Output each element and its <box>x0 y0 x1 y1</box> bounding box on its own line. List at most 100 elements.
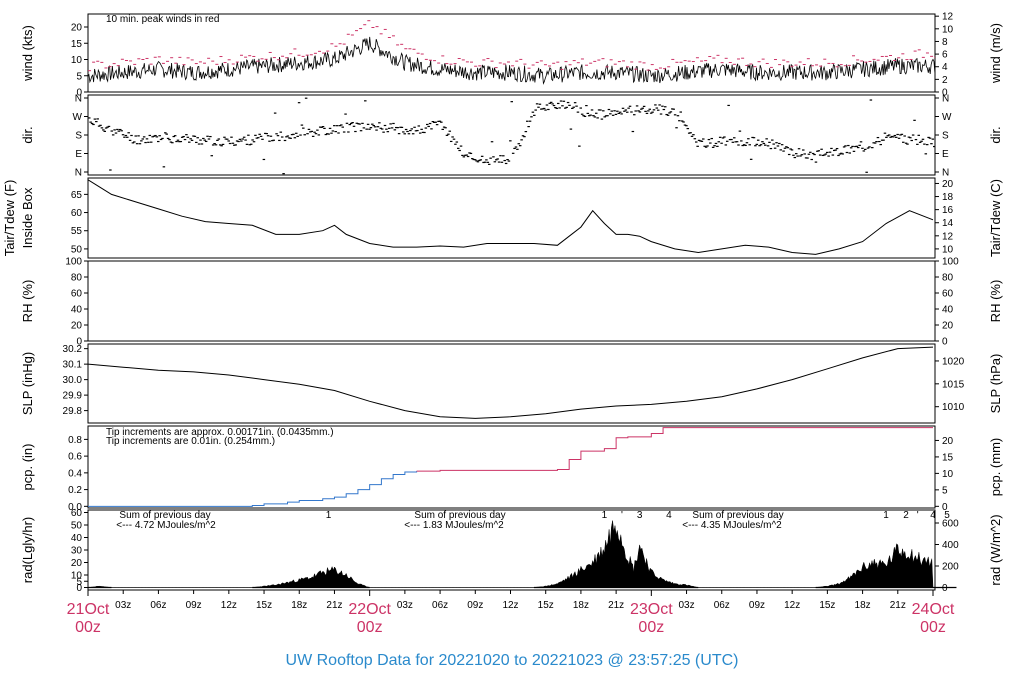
panel-frame <box>87 425 936 509</box>
y-tick-label: 0 <box>76 88 82 99</box>
x-day-time-label: 00z <box>638 619 664 636</box>
y-axis-label-right: rad (W/m^2) <box>988 514 1003 585</box>
panel-rh: RH (%) RH (%) 0 20 40 60 80 100 0 20 40 60 80 100 <box>20 257 1003 348</box>
x-hour-tick-label: 03z <box>115 600 131 611</box>
y-tick-label-right: 16 <box>942 205 954 216</box>
y-tick-label: 20 <box>71 23 83 34</box>
radiation-annotation-value: <--- 4.72 MJoules/m^2 <box>116 520 216 531</box>
x-hour-tick-label: 09z <box>749 600 765 611</box>
x-hour-tick-label: 21z <box>326 600 342 611</box>
y-tick-label-right: 15 <box>942 452 954 463</box>
x-day-time-label: 00z <box>357 619 383 636</box>
y-tick-label-right: 4 <box>942 62 948 73</box>
panel-slp: SLP (inHg) SLP (hPa) 29.8 29.9 30.0 30.1 30.2 1… <box>20 343 1003 424</box>
x-day-time-label: 00z <box>920 619 946 636</box>
y-axis-label: Tair/Tdew (F) <box>2 180 17 257</box>
wind-annotation: 10 min. peak winds in red <box>106 14 219 25</box>
y-tick-label: 40 <box>71 533 83 544</box>
y-tick-label: 55 <box>71 226 83 237</box>
y-tick-label: 80 <box>71 273 83 284</box>
x-hour-tick-label: 15z <box>256 600 272 611</box>
y-tick-label-right: 200 <box>942 562 959 573</box>
y-tick-label: 0.8 <box>68 435 82 446</box>
chart-panels: wind (kts) wind (m/s)0510152002468101210 … <box>2 12 1003 594</box>
y-tick-label-right: 10 <box>942 469 954 480</box>
radiation-peak-marker: 5 <box>944 510 950 521</box>
y-tick-label-right: 40 <box>942 305 954 316</box>
y-axis-label-right: dir. <box>988 126 1003 143</box>
panel-rad: rad(Lgly/hr) rad (W/m^2)05102030405060020… <box>20 508 1003 594</box>
x-day-date-label: 21Oct <box>67 601 110 618</box>
x-hour-tick-label: 18z <box>573 600 589 611</box>
y-tick-label: 0.2 <box>68 485 82 496</box>
radiation-peak-marker: 1 <box>602 510 608 521</box>
y-tick-label-right: 60 <box>942 289 954 300</box>
x-hour-tick-label: 09z <box>186 600 202 611</box>
y-tick-label: 30.0 <box>63 375 83 386</box>
y-tick-label: 5 <box>76 577 82 588</box>
x-hour-tick-label: 12z <box>784 600 800 611</box>
y-tick-label-right: 400 <box>942 540 959 551</box>
y-tick-label: W <box>73 112 83 123</box>
y-tick-label: 30.1 <box>63 360 83 371</box>
y-axis-label: wind (kts) <box>20 25 35 82</box>
radiation-peak-marker: 3 <box>637 510 643 521</box>
y-tick-label-right: 20 <box>942 436 954 447</box>
y-tick-label: 29.8 <box>63 406 83 417</box>
y-tick-label: 100 <box>65 257 82 268</box>
y-tick-label-right: S <box>942 131 949 142</box>
x-hour-tick-label: 06z <box>714 600 730 611</box>
y-tick-label: 0.4 <box>68 468 82 479</box>
x-hour-tick-label: 03z <box>678 600 694 611</box>
x-hour-tick-label: 21z <box>608 600 624 611</box>
y-tick-label-right: 100 <box>942 257 959 268</box>
y-tick-label: 29.9 <box>63 391 83 402</box>
x-hour-tick-label: 03z <box>397 600 413 611</box>
x-day-date-label: 24Oct <box>912 601 955 618</box>
y-tick-label-right: 20 <box>942 179 954 190</box>
y-tick-label: 0.0 <box>68 502 82 513</box>
y-tick-label: 15 <box>71 39 83 50</box>
y-tick-label: 50 <box>71 244 83 255</box>
y-tick-label: 20 <box>71 558 83 569</box>
y-tick-label-right: 12 <box>942 12 954 23</box>
y-tick-label: 0.6 <box>68 452 82 463</box>
y-tick-label: 30 <box>71 546 83 557</box>
y-axis-label-right: wind (m/s) <box>988 23 1003 84</box>
panel-pcp: pcp. (in) pcp. (mm) 0.0 0.2 0.4 0.6 0.8 0 5 10 15 2… <box>20 425 1003 513</box>
y-tick-label-right: 8 <box>942 37 948 48</box>
y-tick-label-right: 10 <box>942 244 954 255</box>
y-tick-label-right: 600 <box>942 519 959 530</box>
x-hour-tick-label: 12z <box>221 600 237 611</box>
radiation-annotation-value: <--- 4.35 MJoules/m^2 <box>682 520 782 531</box>
radiation-annotation-title: Sum of previous day <box>119 510 210 521</box>
x-hour-tick-label: 06z <box>432 600 448 611</box>
series-temp <box>88 179 934 255</box>
pcp-legend-2: Tip increments are 0.01in. (0.254mm.) <box>106 436 275 447</box>
series-pcp-0 <box>88 471 418 507</box>
y-tick-label-right: 0 <box>942 337 948 348</box>
radiation-annotation-title: Sum of previous day <box>692 510 783 521</box>
y-tick-label: 20 <box>71 321 83 332</box>
y-tick-label-right: 0 <box>942 88 948 99</box>
y-axis-label-right: pcp. (mm) <box>988 438 1003 497</box>
x-hour-tick-label: 06z <box>150 600 166 611</box>
y-tick-label: 30.2 <box>63 344 83 355</box>
y-tick-label: 5 <box>76 71 82 82</box>
y-tick-label-right: N <box>942 168 949 179</box>
series-slp <box>88 346 934 419</box>
y-axis-label-right: Tair/Tdew (C) <box>988 179 1003 257</box>
radiation-peak-marker: 1 <box>326 510 332 521</box>
y-axis-label: pcp. (in) <box>20 444 35 491</box>
y-tick-label-right: W <box>942 112 952 123</box>
panel-wind: wind (kts) wind (m/s)0510152002468101210 … <box>20 12 1003 99</box>
x-hour-tick-label: 18z <box>291 600 307 611</box>
series-direction <box>88 97 935 175</box>
y-tick-label-right: 14 <box>942 218 954 229</box>
y-tick-label-right: 20 <box>942 321 954 332</box>
x-hour-tick-label: 15z <box>538 600 554 611</box>
radiation-annotation-value: <--- 1.83 MJoules/m^2 <box>404 520 504 531</box>
y-tick-label: 0 <box>76 583 82 594</box>
y-axis-label: dir. <box>20 126 35 143</box>
